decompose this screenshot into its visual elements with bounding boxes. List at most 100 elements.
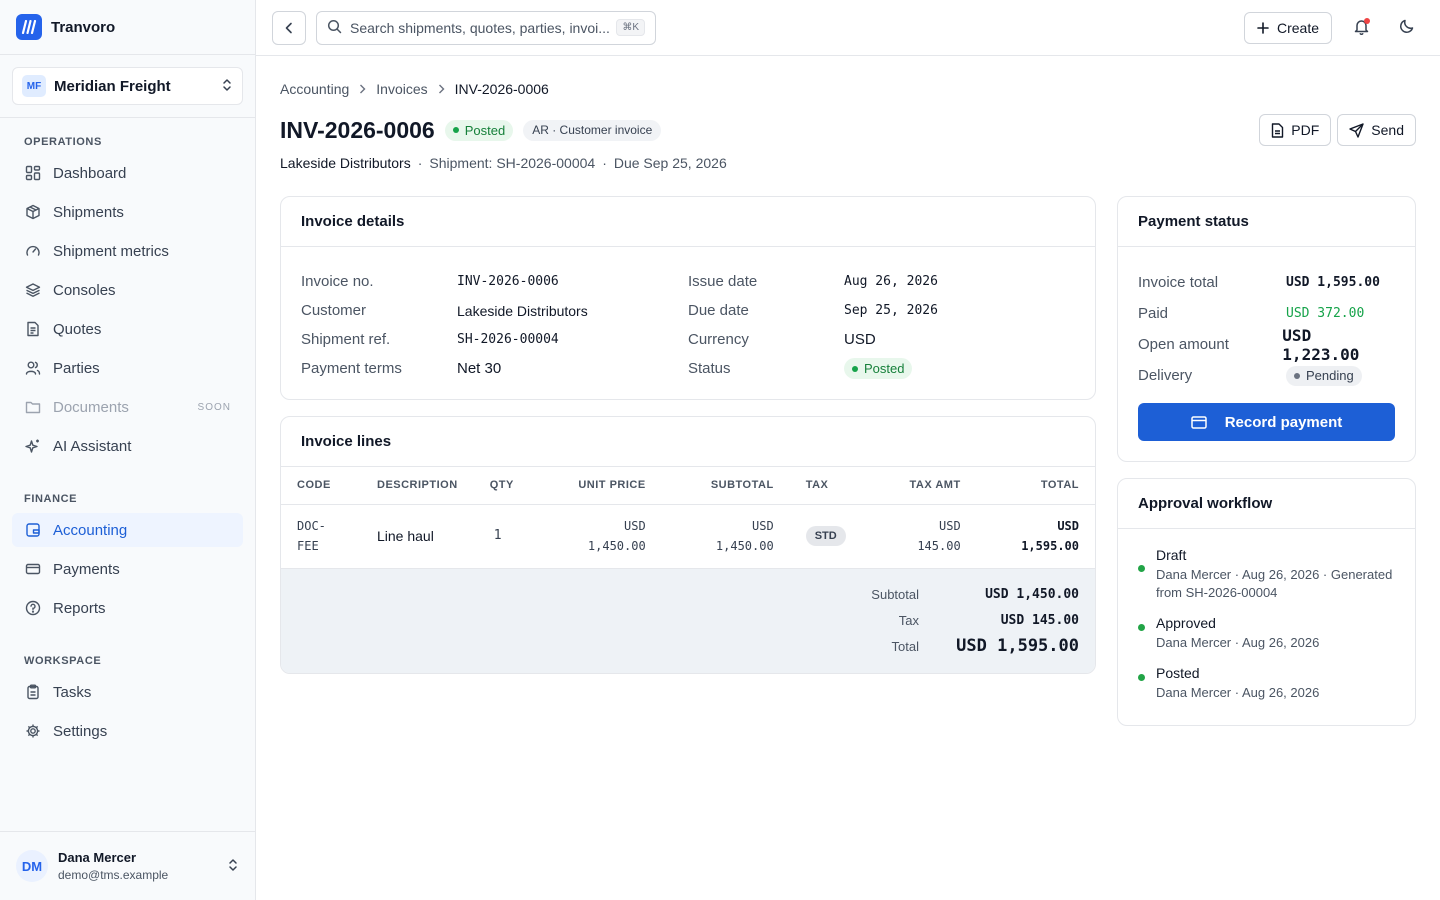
paid-amount: USD 372.00: [1286, 306, 1365, 321]
user-name: Dana Mercer: [58, 850, 137, 865]
sidebar-item-tasks[interactable]: Tasks: [12, 675, 243, 709]
sidebar-item-reports[interactable]: Reports: [12, 591, 243, 625]
shipment-link[interactable]: Shipment: SH-2026-00004: [429, 155, 596, 171]
sidebar-item-shipment-metrics[interactable]: Shipment metrics: [12, 234, 243, 268]
topbar: Search shipments, quotes, parties, invoi…: [256, 0, 1440, 56]
card-title: Invoice details: [281, 197, 1095, 247]
status-dot: [452, 127, 459, 133]
line-description: Line haul: [377, 528, 434, 545]
subtotal-value: USD 1,450.00: [985, 586, 1079, 602]
breadcrumb-invoices[interactable]: Invoices: [376, 81, 428, 97]
notifications-button[interactable]: [1344, 11, 1378, 45]
issue-date: Aug 26, 2026: [844, 274, 938, 289]
search-input[interactable]: Search shipments, quotes, parties, invoi…: [316, 10, 656, 45]
org-switcher[interactable]: MF Meridian Freight: [12, 67, 243, 105]
column-header: TAX AMT: [861, 467, 977, 505]
totals-section: Subtotal USD 1,450.00 Tax USD 145.00 Total…: [281, 568, 1095, 673]
soon-badge: SOON: [197, 401, 231, 413]
step-title: Posted: [1156, 665, 1200, 681]
search-shortcut: ⌘K: [616, 19, 645, 36]
field-label: Paid: [1138, 305, 1169, 322]
invoice-number: INV-2026-0006: [457, 274, 559, 289]
field-label: Issue date: [688, 273, 758, 290]
subtotal-label: Subtotal: [871, 586, 919, 602]
sidebar-item-dashboard[interactable]: Dashboard: [12, 156, 243, 190]
line-tax: STD: [790, 504, 862, 568]
open-amount: USD 1,223.00: [1282, 325, 1360, 364]
user-menu[interactable]: DM Dana Mercer demo@tms.example: [0, 831, 255, 900]
theme-toggle-button[interactable]: [1390, 11, 1424, 45]
sidebar-item-label: Accounting: [53, 521, 128, 539]
invoice-summary: Lakeside Distributors · Shipment: SH-202…: [280, 154, 1416, 172]
line-subtotal: USD 1,450.00: [715, 519, 774, 554]
sidebar-item-accounting[interactable]: Accounting: [12, 513, 243, 547]
column-header: QTY: [473, 467, 534, 505]
status-dot: [1294, 372, 1300, 379]
field-label: Open amount: [1138, 336, 1229, 353]
record-payment-button[interactable]: Record payment: [1138, 403, 1395, 441]
status-dot: [852, 365, 858, 372]
sidebar-item-ai-assistant[interactable]: AI Assistant: [12, 429, 243, 463]
sidebar-item-label: Quotes: [53, 320, 102, 338]
status-badge-label: Posted: [464, 122, 506, 138]
field-label: Payment terms: [301, 360, 402, 377]
org-initials: MF: [22, 75, 46, 97]
pdf-button[interactable]: PDF: [1259, 114, 1332, 146]
dot-separator: ·: [417, 155, 423, 171]
sidebar-item-payments[interactable]: Payments: [12, 552, 243, 586]
sidebar-item-label: Documents: [53, 398, 129, 416]
sidebar-item-shipments[interactable]: Shipments: [12, 195, 243, 229]
customer-value[interactable]: Lakeside Distributors: [457, 302, 588, 319]
credit-card-icon: [1190, 415, 1216, 429]
workflow-step: Draft Dana Mercer · Aug 26, 2026 · Gener…: [1138, 547, 1395, 602]
send-button[interactable]: Send: [1337, 114, 1416, 146]
field-label: Shipment ref.: [301, 331, 391, 348]
pdf-label: PDF: [1291, 122, 1320, 138]
payment-terms: Net 30: [457, 360, 502, 377]
step-title: Approved: [1156, 615, 1216, 631]
sidebar-item-label: Shipments: [53, 203, 124, 221]
sparkles-icon: [24, 438, 41, 455]
avatar: DM: [16, 850, 48, 882]
org-name: Meridian Freight: [54, 77, 171, 95]
create-button[interactable]: Create: [1243, 11, 1332, 44]
file-text-icon: [24, 321, 41, 338]
send-label: Send: [1371, 122, 1404, 138]
credit-card-icon: [24, 561, 41, 578]
sidebar-item-documents: Documents SOON: [12, 390, 243, 424]
nav-section-workspace: WORKSPACE: [24, 655, 102, 667]
line-code: DOC- FEE: [297, 519, 326, 554]
sidebar-item-label: Consoles: [53, 281, 116, 299]
help-circle-icon: [24, 600, 41, 617]
brand-name: Tranvoro: [51, 18, 116, 36]
step-meta: Dana Mercer · Aug 26, 2026 · Generated f…: [1156, 567, 1393, 600]
sidebar-item-consoles[interactable]: Consoles: [12, 273, 243, 307]
file-icon: [1271, 122, 1284, 138]
tax-code-badge: STD: [805, 526, 846, 547]
step-meta: Dana Mercer · Aug 26, 2026: [1156, 685, 1320, 700]
payment-status-card: Payment status Invoice total USD 1,595.00…: [1117, 196, 1416, 462]
field-label: Due date: [688, 302, 749, 319]
breadcrumb-current: INV-2026-0006: [454, 81, 549, 97]
breadcrumb-accounting[interactable]: Accounting: [280, 81, 350, 97]
step-complete-dot: [1138, 674, 1145, 681]
field-label: Invoice total: [1138, 274, 1219, 291]
workflow-step: Approved Dana Mercer · Aug 26, 2026: [1138, 615, 1395, 652]
column-header: SUBTOTAL: [661, 467, 790, 505]
brand-logo-icon: [16, 14, 42, 40]
sidebar-item-label: AI Assistant: [53, 437, 132, 455]
back-button[interactable]: [272, 10, 306, 45]
column-header: CODE: [281, 467, 361, 505]
currency: USD: [844, 331, 876, 348]
invoice-lines-table: CODE DESCRIPTION QTY UNIT PRICE SUBTOTAL…: [281, 467, 1095, 568]
sidebar-item-label: Parties: [53, 359, 100, 377]
sidebar-item-parties[interactable]: Parties: [12, 351, 243, 385]
sidebar-item-settings[interactable]: Settings: [12, 714, 243, 748]
shipment-ref[interactable]: SH-2026-00004: [457, 332, 559, 347]
field-label: Status: [688, 360, 731, 377]
step-complete-dot: [1138, 624, 1145, 631]
line-tax-amount: USD 145.00: [917, 519, 961, 554]
sidebar-item-quotes[interactable]: Quotes: [12, 312, 243, 346]
total-label: Total: [891, 638, 919, 654]
table-row: DOC- FEE Line haul 1 USD 1,450.00 USD 1,450…: [281, 504, 1095, 568]
